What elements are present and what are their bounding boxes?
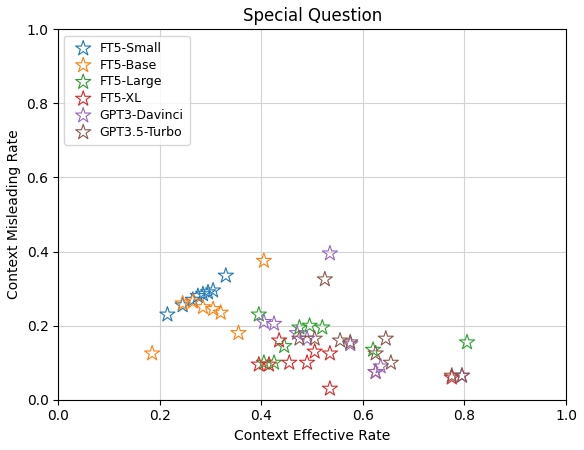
FT5-Small	[221, 272, 231, 279]
FT5-XL	[265, 361, 274, 368]
FT5-Large	[254, 311, 263, 318]
FT5-Large	[269, 359, 279, 366]
FT5-XL	[303, 359, 312, 366]
FT5-Large	[305, 322, 314, 329]
FT5-Base	[216, 309, 225, 316]
FT5-Large	[463, 339, 472, 346]
FT5-Base	[178, 300, 187, 307]
GPT3.5-Turbo	[346, 339, 355, 346]
Y-axis label: Context Misleading Rate: Context Misleading Rate	[7, 130, 21, 299]
FT5-Small	[178, 302, 187, 309]
FT5-Large	[295, 324, 304, 331]
FT5-XL	[254, 361, 263, 368]
GPT3.5-Turbo	[371, 350, 380, 357]
FT5-Large	[280, 342, 289, 350]
GPT3-Davinci	[259, 318, 269, 325]
GPT3.5-Turbo	[320, 276, 329, 283]
FT5-XL	[284, 359, 294, 366]
FT5-Base	[259, 257, 269, 265]
FT5-Small	[208, 287, 218, 294]
FT5-Base	[234, 329, 243, 337]
FT5-XL	[274, 337, 284, 344]
FT5-Base	[188, 298, 197, 305]
GPT3.5-Turbo	[457, 372, 467, 379]
FT5-XL	[447, 374, 457, 381]
FT5-XL	[325, 385, 335, 392]
GPT3.5-Turbo	[386, 359, 395, 366]
GPT3-Davinci	[371, 369, 380, 376]
FT5-Small	[188, 296, 197, 303]
Title: Special Question: Special Question	[242, 7, 382, 25]
GPT3-Davinci	[457, 372, 467, 379]
GPT3-Davinci	[303, 335, 312, 342]
FT5-Small	[203, 289, 213, 296]
GPT3-Davinci	[292, 329, 301, 337]
GPT3-Davinci	[269, 320, 279, 328]
FT5-Large	[318, 324, 327, 331]
FT5-XL	[325, 350, 335, 357]
FT5-XL	[371, 369, 380, 376]
GPT3.5-Turbo	[447, 372, 457, 379]
FT5-Small	[163, 311, 172, 318]
GPT3.5-Turbo	[335, 337, 345, 344]
GPT3.5-Turbo	[295, 335, 304, 342]
FT5-Base	[208, 306, 218, 313]
GPT3-Davinci	[376, 363, 385, 370]
FT5-Small	[193, 292, 203, 300]
FT5-XL	[310, 348, 319, 355]
Legend: FT5-Small, FT5-Base, FT5-Large, FT5-XL, GPT3-Davinci, GPT3.5-Turbo: FT5-Small, FT5-Base, FT5-Large, FT5-XL, …	[64, 36, 190, 145]
GPT3.5-Turbo	[381, 335, 391, 342]
FT5-Base	[148, 350, 157, 357]
FT5-Base	[199, 304, 208, 311]
X-axis label: Context Effective Rate: Context Effective Rate	[234, 429, 390, 443]
FT5-Large	[369, 346, 378, 353]
FT5-Small	[199, 291, 208, 298]
GPT3.5-Turbo	[310, 335, 319, 342]
FT5-Large	[259, 359, 269, 366]
GPT3-Davinci	[325, 250, 335, 257]
GPT3-Davinci	[346, 341, 355, 348]
